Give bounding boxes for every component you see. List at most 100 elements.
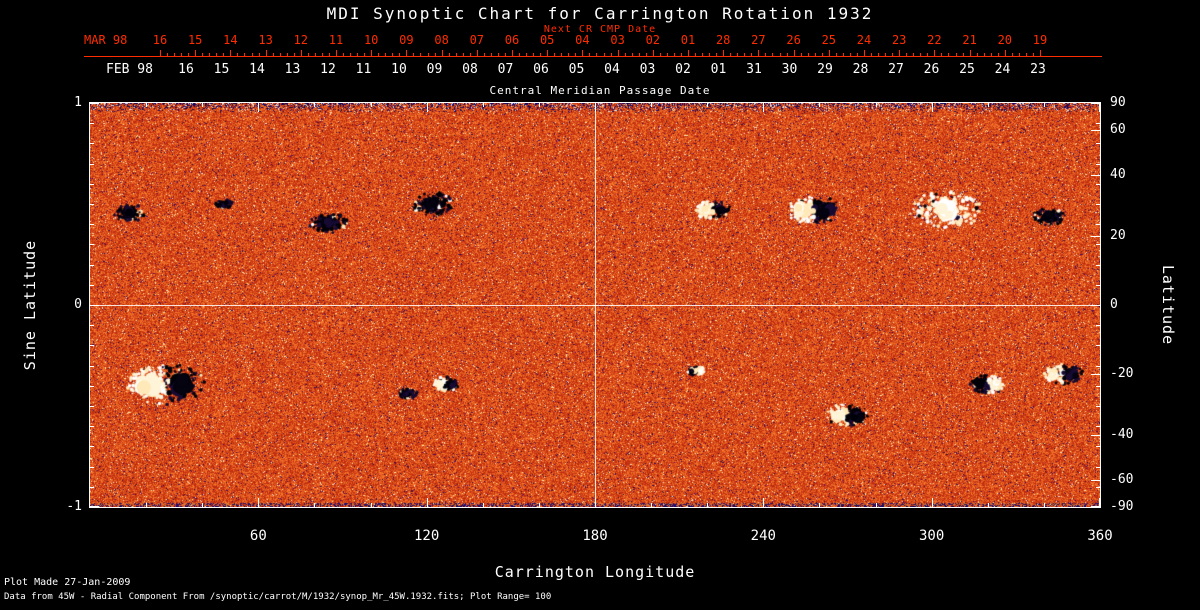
axis-tick <box>1096 123 1100 124</box>
axis-tick <box>595 498 596 507</box>
axis-tick <box>90 345 94 346</box>
cmp-day-label: 02 <box>675 62 691 77</box>
red-tick <box>329 53 330 56</box>
red-tick <box>977 53 978 56</box>
red-tick <box>815 53 816 56</box>
red-tick <box>787 53 788 56</box>
axis-tick <box>1091 374 1100 375</box>
axis-tick <box>1096 285 1100 286</box>
cmp-day-label: 03 <box>640 62 656 77</box>
axis-tick <box>876 503 877 507</box>
red-tick <box>371 50 372 56</box>
red-day-label: 13 <box>258 33 272 47</box>
red-day-label: 02 <box>646 33 660 47</box>
red-tick <box>477 50 478 56</box>
red-tick <box>181 53 182 56</box>
axis-tick <box>90 224 94 225</box>
red-tick <box>223 53 224 56</box>
cmp-day-label: 16 <box>178 62 194 77</box>
red-tick <box>244 53 245 56</box>
axis-tick <box>90 467 94 468</box>
bottom-tick-label: 240 <box>751 528 776 544</box>
cmp-day-label: 29 <box>817 62 833 77</box>
red-tick <box>378 53 379 56</box>
red-tick <box>829 50 830 56</box>
data-source-text: Data from 45W - Radial Component From /s… <box>4 592 551 602</box>
cmp-day-label: 13 <box>285 62 301 77</box>
left-tick-label: -1 <box>50 499 82 514</box>
red-tick <box>442 50 443 56</box>
cmp-day-label: 14 <box>249 62 265 77</box>
axis-tick <box>1096 487 1100 488</box>
cmp-day-label: 01 <box>711 62 727 77</box>
red-tick <box>836 53 837 56</box>
red-tick <box>230 50 231 56</box>
red-tick <box>406 50 407 56</box>
red-tick <box>1026 53 1027 56</box>
right-axis-title: Latitude <box>1159 265 1177 345</box>
red-tick <box>322 53 323 56</box>
axis-tick <box>1096 184 1100 185</box>
axis-tick <box>876 103 877 107</box>
red-tick <box>252 53 253 56</box>
axis-tick <box>371 503 372 507</box>
axis-tick <box>371 103 372 107</box>
red-day-label: 22 <box>927 33 941 47</box>
red-tick <box>963 53 964 56</box>
red-tick <box>596 53 597 56</box>
red-tick <box>350 53 351 56</box>
red-tick <box>343 53 344 56</box>
cmp-day-label: 24 <box>995 62 1011 77</box>
red-day-label: 19 <box>1033 33 1047 47</box>
bottom-tick-label: 180 <box>582 528 607 544</box>
right-tick-label: 40 <box>1110 167 1154 182</box>
axis-tick <box>427 103 428 112</box>
red-tick <box>259 53 260 56</box>
axis-tick <box>1096 386 1100 387</box>
red-day-label: 03 <box>610 33 624 47</box>
chart-title: MDI Synoptic Chart for Carrington Rotati… <box>0 4 1200 23</box>
red-tick <box>681 53 682 56</box>
red-tick <box>315 53 316 56</box>
axis-tick <box>90 143 94 144</box>
equator-line <box>90 305 1100 306</box>
red-tick <box>575 53 576 56</box>
red-tick <box>266 50 267 56</box>
axis-tick <box>1096 366 1100 367</box>
red-tick <box>723 50 724 56</box>
axis-tick <box>1096 325 1100 326</box>
red-day-label: 11 <box>329 33 343 47</box>
bottom-axis-title: Carrington Longitude <box>495 563 696 581</box>
axis-tick <box>1091 305 1100 306</box>
bottom-tick-label: 360 <box>1087 528 1112 544</box>
left-axis-title: Sine Latitude <box>21 240 39 370</box>
axis-tick <box>90 103 99 104</box>
axis-tick <box>1091 103 1100 104</box>
axis-tick <box>314 103 315 107</box>
red-day-label: 25 <box>822 33 836 47</box>
red-day-label: 16 <box>153 33 167 47</box>
red-day-label: 28 <box>716 33 730 47</box>
red-tick <box>998 53 999 56</box>
cmp-day-label: 25 <box>959 62 975 77</box>
left-tick-label: 0 <box>50 297 82 312</box>
red-tick <box>428 53 429 56</box>
red-tick <box>674 53 675 56</box>
white-month-label: FEB 98 <box>106 62 153 77</box>
red-day-label: 06 <box>505 33 519 47</box>
red-tick <box>280 53 281 56</box>
red-tick <box>892 53 893 56</box>
axis-tick <box>707 503 708 507</box>
red-month-label: MAR 98 <box>84 33 127 47</box>
axis-tick <box>1091 236 1100 237</box>
red-tick <box>420 53 421 56</box>
red-day-label: 21 <box>962 33 976 47</box>
red-tick <box>167 53 168 56</box>
red-tick <box>526 53 527 56</box>
axis-tick <box>90 325 94 326</box>
red-tick <box>540 53 541 56</box>
axis-tick <box>1044 503 1045 507</box>
red-tick <box>991 53 992 56</box>
red-tick <box>1005 50 1006 56</box>
red-day-label: 20 <box>998 33 1012 47</box>
